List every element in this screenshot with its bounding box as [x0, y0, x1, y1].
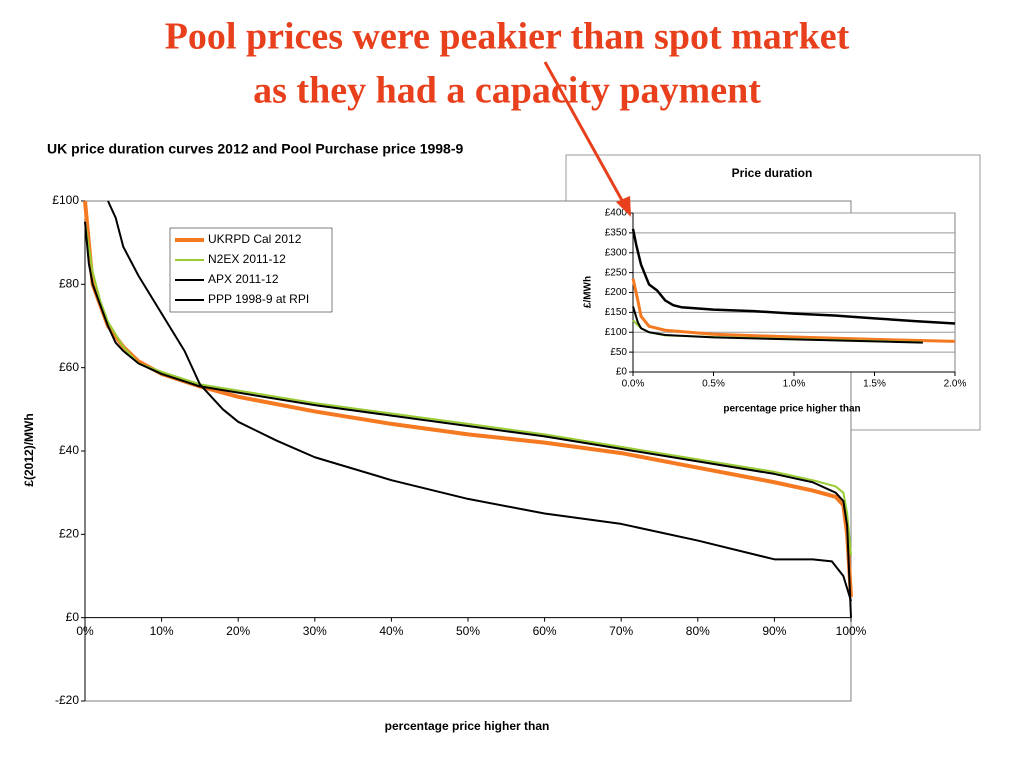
- arrow-shaft: [543, 61, 626, 205]
- y-tick-label: £200: [605, 287, 628, 298]
- series-line: [631, 228, 956, 325]
- y-tick-label: £400: [605, 208, 628, 219]
- chart: Price duration percentage price higher th…: [583, 166, 967, 414]
- x-tick-label: 20%: [226, 624, 250, 638]
- y-tick-label: £100: [605, 327, 628, 338]
- y-tick-label: £350: [605, 228, 628, 239]
- arrow-head: [616, 196, 631, 217]
- legend-label: UKRPD Cal 2012: [208, 232, 302, 246]
- legend-label: APX 2011-12: [208, 272, 279, 286]
- y-tick-label: £0: [66, 610, 80, 624]
- x-tick-label: 100%: [836, 624, 867, 638]
- x-tick-label: 0%: [76, 624, 94, 638]
- series-line: [631, 278, 956, 343]
- x-tick-label: 40%: [379, 624, 403, 638]
- chart-title: UK price duration curves 2012 and Pool P…: [47, 141, 463, 157]
- y-tick-label: £150: [605, 307, 628, 318]
- x-tick-label: 10%: [150, 624, 174, 638]
- legend-label: PPP 1998-9 at RPI: [208, 292, 309, 306]
- x-tick-label: 2.0%: [944, 379, 967, 390]
- y-axis-label: £(2012)/MWh: [22, 413, 36, 486]
- x-tick-label: 70%: [609, 624, 633, 638]
- series-line: [84, 221, 852, 556]
- chart-title: Price duration: [732, 166, 813, 180]
- x-tick-label: 1.5%: [863, 379, 886, 390]
- y-tick-label: £50: [610, 347, 627, 358]
- x-tick-label: 90%: [762, 624, 786, 638]
- x-tick-label: 50%: [456, 624, 480, 638]
- x-tick-label: 0.0%: [622, 379, 645, 390]
- series-line: [107, 200, 852, 602]
- series-line: [83, 200, 853, 597]
- y-tick-label: £40: [59, 443, 79, 457]
- y-tick-label: £300: [605, 247, 628, 258]
- y-tick-label: £80: [59, 277, 79, 291]
- y-tick-label: £250: [605, 267, 628, 278]
- y-tick-label: -£20: [55, 693, 79, 707]
- arrow: [543, 61, 631, 217]
- x-tick-label: 60%: [533, 624, 557, 638]
- y-tick-label: £0: [616, 367, 628, 378]
- x-tick-label: 0.5%: [702, 379, 725, 390]
- series-line: [84, 221, 852, 618]
- legend-label: N2EX 2011-12: [208, 252, 286, 266]
- series-line: [632, 306, 923, 344]
- heading-line: Pool prices were peakier than spot marke…: [165, 16, 850, 58]
- charts: UK price duration curves 2012 and Pool P…: [22, 141, 966, 733]
- x-tick-label: 1.0%: [783, 379, 806, 390]
- x-axis-label: percentage price higher than: [723, 404, 860, 415]
- heading-line: as they had a capacity payment: [253, 70, 761, 112]
- x-tick-label: 30%: [303, 624, 327, 638]
- y-axis-label: £/MWh: [583, 276, 594, 308]
- y-tick-label: £20: [59, 527, 79, 541]
- x-tick-label: 80%: [686, 624, 710, 638]
- y-tick-label: £60: [59, 360, 79, 374]
- x-axis-label: percentage price higher than: [385, 719, 550, 733]
- y-tick-label: £100: [52, 193, 79, 207]
